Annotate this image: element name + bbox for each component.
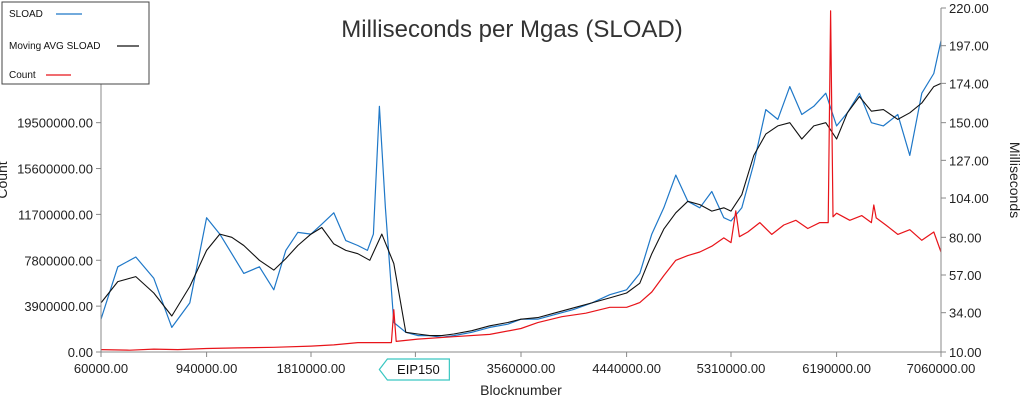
- x-axis-title: Blocknumber: [480, 382, 562, 398]
- annotation-label: EIP150: [397, 362, 440, 377]
- x-tick-label: 6190000.00: [802, 361, 871, 376]
- axes-layer: [100, 8, 942, 353]
- y-right-tick-label: 150.00: [949, 116, 989, 131]
- ticks-layer: 60000.00940000.001810000.002680000.00356…: [17, 1, 989, 376]
- y-right-tick-label: 104.00: [949, 191, 989, 206]
- x-tick-label: 4440000.00: [592, 361, 661, 376]
- y-left-tick-label: 15600000.00: [17, 162, 93, 177]
- legend-label-count[interactable]: Count: [9, 70, 36, 81]
- chart-title: Milliseconds per Mgas (SLOAD): [341, 16, 682, 43]
- y-right-tick-label: 57.00: [949, 268, 982, 283]
- y-right-tick-label: 34.00: [949, 306, 982, 321]
- x-tick-label: 1810000.00: [277, 361, 346, 376]
- series-line-moving-avg-sload: [100, 82, 942, 337]
- y-right-tick-label: 127.00: [949, 153, 989, 168]
- eip150-annotation: EIP150: [378, 358, 450, 381]
- y-right-tick-label: 220.00: [949, 1, 989, 16]
- series-line-sload: [100, 40, 942, 338]
- y-axis-right-title: Milliseconds: [1007, 142, 1023, 218]
- legend-label-moving-avg[interactable]: Moving AVG SLOAD: [9, 41, 101, 52]
- y-right-tick-label: 197.00: [949, 39, 989, 54]
- legend-label-sload[interactable]: SLOAD: [9, 9, 43, 20]
- x-tick-label: 940000.00: [176, 361, 237, 376]
- legend[interactable]: SLOAD Moving AVG SLOAD Count: [1, 1, 150, 85]
- x-tick-label: 5310000.00: [697, 361, 766, 376]
- y-left-tick-label: 3900000.00: [24, 299, 93, 314]
- annotation-box: [378, 358, 450, 381]
- series-line-count: [100, 10, 942, 351]
- y-left-tick-label: 11700000.00: [18, 207, 93, 222]
- y-left-tick-label: 7800000.00: [24, 253, 93, 268]
- y-left-tick-label: 19500000.00: [17, 116, 93, 131]
- y-axis-left-title: Count: [0, 161, 10, 198]
- y-right-tick-label: 80.00: [949, 230, 982, 245]
- legend-box: [1, 1, 150, 85]
- x-tick-label: 60000.00: [74, 361, 128, 376]
- x-tick-label: 7060000.00: [907, 361, 976, 376]
- series-layer: [100, 10, 942, 351]
- x-tick-label: 3560000.00: [487, 361, 556, 376]
- y-right-tick-label: 10.00: [949, 345, 982, 360]
- y-left-tick-label: 0.00: [68, 345, 93, 360]
- y-right-tick-label: 174.00: [949, 76, 989, 91]
